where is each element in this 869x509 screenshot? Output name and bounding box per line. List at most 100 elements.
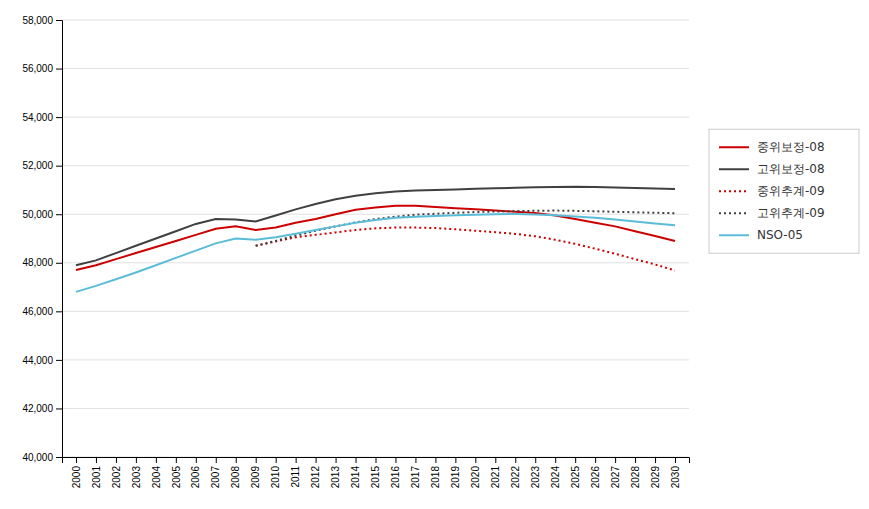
grid-line: [62, 20, 689, 21]
x-tick-label: 2030: [670, 466, 681, 489]
x-tick-label: 2018: [430, 466, 441, 489]
x-tick: 2029: [650, 457, 661, 488]
x-tick-mark: [535, 457, 536, 463]
x-tick-label: 2024: [550, 466, 561, 489]
y-tick-mark: [56, 20, 62, 21]
x-tick-mark: [455, 457, 456, 463]
legend: 중위보정-08고위보정-08중위추계-09고위추계-09NSO-05: [709, 129, 859, 253]
x-tick-label: 2017: [410, 466, 421, 489]
x-tick-mark: [136, 457, 137, 463]
x-tick-mark: [415, 457, 416, 463]
y-tick-label: 54,000: [22, 112, 53, 123]
x-tick-label: 2025: [570, 466, 581, 489]
x-tick: 2013: [330, 457, 341, 488]
x-tick-label: 2019: [450, 466, 461, 489]
x-tick-label: 2015: [370, 466, 381, 489]
grid-line: [62, 408, 689, 409]
x-axis: 2000200120022003200420052006200720082009…: [63, 457, 690, 488]
x-tick-label: 2014: [350, 466, 361, 489]
y-tick-mark: [56, 457, 62, 458]
x-tick-mark: [555, 457, 556, 463]
y-tick: 58,000: [22, 15, 62, 26]
x-tick-mark: [176, 457, 177, 463]
x-tick-mark: [655, 457, 656, 463]
legend-label: 중위추계-09: [757, 184, 825, 198]
x-tick-label: 2011: [290, 466, 301, 488]
legend-label: 고위보정-08: [757, 162, 825, 176]
x-tick-mark: [376, 457, 377, 463]
grid: [62, 20, 689, 457]
x-tick-label: 2013: [330, 466, 341, 489]
legend-swatch: [719, 212, 749, 214]
x-tick-mark: [116, 457, 117, 463]
y-axis-line: [56, 21, 63, 458]
x-tick-mark: [256, 457, 257, 463]
x-tick: 2003: [131, 457, 142, 488]
legend-item: 중위보정-08: [719, 140, 825, 154]
x-tick-mark: [276, 457, 277, 463]
grid-line: [62, 214, 689, 215]
x-tick: 2030: [670, 457, 681, 488]
x-tick-label: 2002: [111, 466, 122, 489]
chart: 40,00042,00044,00046,00048,00050,00052,0…: [0, 0, 869, 509]
y-tick-label: 56,000: [22, 63, 53, 74]
x-tick-label: 2001: [91, 466, 102, 489]
x-tick-label: 2026: [590, 466, 601, 489]
series-line: [76, 206, 675, 270]
y-tick-label: 46,000: [22, 306, 53, 317]
x-tick: 2011: [290, 457, 301, 488]
x-tick: 2016: [390, 457, 401, 488]
grid-line: [62, 311, 689, 312]
y-tick-mark: [56, 69, 62, 70]
x-tick-mark: [156, 457, 157, 463]
grid-line: [62, 117, 689, 118]
x-tick: 2008: [230, 457, 241, 488]
x-tick: 2018: [430, 457, 441, 488]
x-tick: 2004: [151, 457, 162, 488]
y-tick-mark: [56, 263, 62, 264]
x-tick: 2002: [111, 457, 122, 488]
legend-swatch: [719, 168, 749, 170]
x-tick-label: 2010: [270, 466, 281, 489]
x-tick-mark: [316, 457, 317, 463]
x-tick-mark: [495, 457, 496, 463]
x-tick-label: 2023: [530, 466, 541, 489]
x-tick-label: 2022: [510, 466, 521, 489]
legend-frame: [709, 129, 859, 253]
x-tick-mark: [595, 457, 596, 463]
x-tick-mark: [435, 457, 436, 463]
series-line: [76, 187, 675, 265]
y-tick: 44,000: [22, 355, 62, 366]
x-tick: 2000: [71, 457, 82, 488]
x-axis-line: [63, 458, 690, 464]
x-tick: 2022: [510, 457, 521, 488]
x-tick-mark: [356, 457, 357, 463]
x-tick-label: 2016: [390, 466, 401, 489]
legend-label: 고위추계-09: [757, 206, 825, 220]
y-axis: 40,00042,00044,00046,00048,00050,00052,0…: [22, 15, 62, 463]
x-tick-mark: [76, 457, 77, 463]
y-tick-label: 44,000: [22, 355, 53, 366]
x-tick: 2012: [310, 457, 321, 488]
y-tick-mark: [56, 166, 62, 167]
y-tick-label: 42,000: [22, 403, 53, 414]
x-tick: 2015: [370, 457, 381, 488]
x-tick-label: 2028: [630, 466, 641, 489]
y-tick: 48,000: [22, 257, 62, 268]
x-tick-label: 2009: [250, 466, 261, 489]
y-tick: 54,000: [22, 112, 62, 123]
series-line: [76, 214, 675, 292]
grid-line: [62, 359, 689, 360]
x-tick-label: 2006: [190, 466, 201, 489]
x-tick-mark: [475, 457, 476, 463]
x-tick-label: 2027: [610, 466, 621, 489]
x-tick: 2019: [450, 457, 461, 488]
x-tick: 2017: [410, 457, 421, 488]
x-tick-mark: [635, 457, 636, 463]
y-tick: 40,000: [22, 452, 62, 463]
grid-line: [62, 165, 689, 166]
x-tick-label: 2003: [131, 466, 142, 489]
lines: [76, 187, 675, 292]
x-tick-mark: [675, 457, 676, 463]
x-tick: 2014: [350, 457, 361, 488]
